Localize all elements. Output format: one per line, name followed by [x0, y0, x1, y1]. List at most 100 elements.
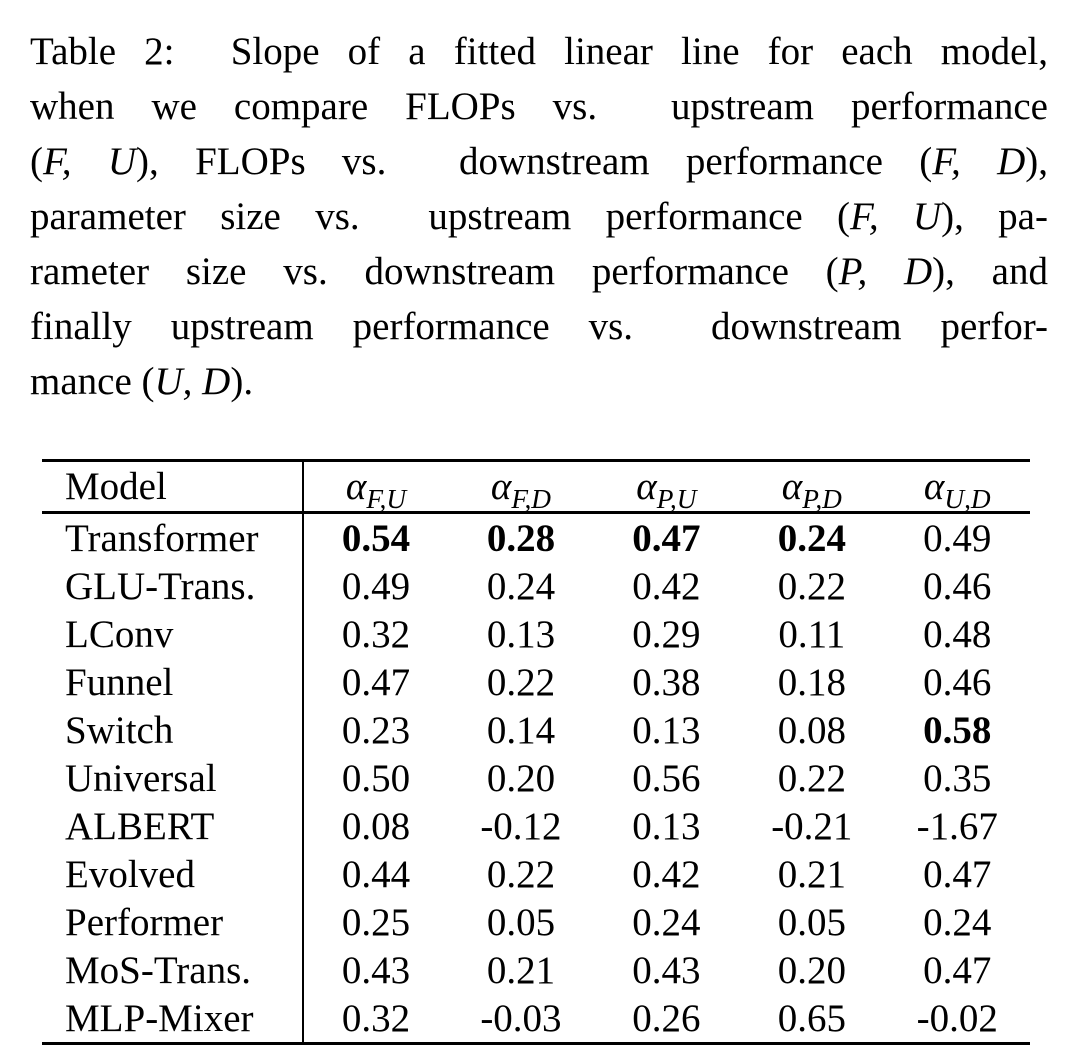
value-cell: 0.28 — [486, 516, 556, 560]
caption-text: ), FLOPs vs. downstream performance ( — [136, 140, 933, 183]
model-name-cell: Universal — [42, 754, 304, 802]
column-header-alpha: αF,U — [303, 461, 448, 513]
caption-text: ), — [1025, 140, 1049, 183]
value-cell: 0.11 — [778, 612, 846, 656]
value-cell: 0.24 — [777, 516, 846, 560]
caption-text: when we compare FLOPs vs. upstream perfo… — [30, 85, 1048, 128]
alpha-subscript: F,U — [366, 483, 407, 514]
alpha-symbol: α — [345, 465, 367, 508]
value-cell: 0.58 — [923, 708, 992, 752]
value-cell: 0.65 — [777, 996, 846, 1040]
table-row: Transformer 0.54 0.28 0.47 0.24 0.49 — [42, 512, 1030, 562]
value-cell: 0.47 — [632, 516, 701, 560]
model-name-cell: ALBERT — [42, 802, 304, 850]
value-cell: 0.05 — [777, 900, 846, 944]
caption-line: (F, U), FLOPs vs. downstream performance… — [30, 134, 1048, 189]
value-cell: 0.49 — [341, 564, 411, 608]
model-name-cell: Transformer — [42, 512, 304, 562]
value-cell: 0.47 — [341, 660, 411, 704]
value-cell: 0.46 — [923, 564, 992, 608]
caption-line: mance (U, D). — [30, 354, 1048, 409]
caption-text: rameter size vs. downstream performance … — [30, 250, 839, 293]
value-cell: 0.35 — [923, 756, 992, 800]
value-cell: -0.12 — [480, 804, 562, 848]
value-cell: 0.20 — [486, 756, 556, 800]
value-cell: 0.08 — [777, 708, 846, 752]
table-header-row: Model αF,U αF,D αP,U αP,D αU,D — [42, 460, 1030, 514]
caption-math-variable: F, U — [850, 195, 942, 238]
table-caption: Table 2: Slope of a fitted linear line f… — [0, 0, 1052, 409]
column-header-alpha: αP,D — [739, 461, 884, 513]
table-row: Evolved 0.44 0.22 0.42 0.21 0.47 — [42, 850, 1030, 898]
value-cell: 0.50 — [341, 756, 411, 800]
caption-line: rameter size vs. downstream performance … — [30, 244, 1048, 299]
caption-text: ), pa- — [941, 195, 1048, 238]
value-cell: 0.24 — [632, 900, 701, 944]
model-name-cell: Evolved — [42, 850, 304, 898]
model-name-cell: MLP-Mixer — [42, 994, 304, 1044]
model-name-cell: LConv — [42, 610, 304, 658]
value-cell: 0.56 — [632, 756, 701, 800]
value-cell: 0.22 — [486, 852, 556, 896]
value-cell: 0.22 — [777, 756, 846, 800]
caption-math-variable: F, U — [43, 140, 137, 183]
value-cell: 0.23 — [341, 708, 411, 752]
value-cell: -1.67 — [916, 804, 998, 848]
alpha-subscript: P,D — [802, 483, 842, 514]
caption-line: Table 2: Slope of a fitted linear line f… — [30, 24, 1048, 79]
table-body: Transformer 0.54 0.28 0.47 0.24 0.49 GLU-Trans… — [42, 512, 1030, 1044]
value-cell: 0.20 — [777, 948, 846, 992]
value-cell: 0.44 — [341, 852, 411, 896]
table-row: MoS-Trans. 0.43 0.21 0.43 0.20 0.47 — [42, 946, 1030, 994]
results-table: Model αF,U αF,D αP,U αP,D αU,D Transformer 0.5… — [42, 459, 1030, 1045]
value-cell: 0.13 — [486, 612, 556, 656]
alpha-subscript: U,D — [944, 483, 991, 514]
caption-math-variable: P, D — [838, 250, 933, 293]
table-row: ALBERT 0.08 -0.12 0.13 -0.21 -1.67 — [42, 802, 1030, 850]
value-cell: 0.38 — [632, 660, 701, 704]
column-header-alpha: αF,D — [448, 461, 593, 513]
caption-line: parameter size vs. upstream performance … — [30, 189, 1048, 244]
caption-text: finally upstream performance vs. downstr… — [30, 305, 1048, 348]
value-cell: -0.02 — [916, 996, 998, 1040]
table-row: Switch 0.23 0.14 0.13 0.08 0.58 — [42, 706, 1030, 754]
caption-text: Table 2: Slope of a fitted linear line f… — [30, 30, 1048, 73]
value-cell: 0.47 — [923, 948, 992, 992]
value-cell: 0.24 — [486, 564, 556, 608]
value-cell: -0.03 — [480, 996, 562, 1040]
column-header-alpha: αP,U — [594, 461, 739, 513]
model-name-cell: Switch — [42, 706, 304, 754]
value-cell: 0.21 — [777, 852, 846, 896]
value-cell: 0.25 — [341, 900, 411, 944]
value-cell: 0.32 — [341, 996, 411, 1040]
alpha-symbol: α — [781, 465, 803, 508]
value-cell: 0.26 — [632, 996, 701, 1040]
table-row: MLP-Mixer 0.32 -0.03 0.26 0.65 -0.02 — [42, 994, 1030, 1044]
model-name-cell: Funnel — [42, 658, 304, 706]
caption-line: finally upstream performance vs. downstr… — [30, 299, 1048, 354]
value-cell: 0.08 — [341, 804, 411, 848]
model-name-cell: GLU-Trans. — [42, 562, 304, 610]
value-cell: 0.43 — [632, 948, 701, 992]
value-cell: 0.47 — [923, 852, 992, 896]
caption-text: mance ( — [30, 360, 155, 403]
value-cell: 0.14 — [486, 708, 556, 752]
value-cell: 0.05 — [486, 900, 556, 944]
value-cell: 0.48 — [923, 612, 992, 656]
alpha-subscript: F,D — [511, 483, 552, 514]
table-row: LConv 0.32 0.13 0.29 0.11 0.48 — [42, 610, 1030, 658]
value-cell: 0.29 — [632, 612, 701, 656]
value-cell: 0.21 — [486, 948, 556, 992]
caption-text: ), and — [932, 250, 1048, 293]
value-cell: 0.43 — [341, 948, 411, 992]
model-name-cell: Performer — [42, 898, 304, 946]
alpha-symbol: α — [636, 465, 657, 508]
value-cell: 0.49 — [923, 516, 992, 560]
value-cell: 0.13 — [632, 804, 701, 848]
model-name-cell: MoS-Trans. — [42, 946, 304, 994]
value-cell: 0.54 — [341, 516, 411, 560]
table-row: Performer 0.25 0.05 0.24 0.05 0.24 — [42, 898, 1030, 946]
value-cell: 0.22 — [777, 564, 846, 608]
alpha-symbol: α — [923, 465, 945, 508]
caption-text: ). — [230, 360, 254, 403]
